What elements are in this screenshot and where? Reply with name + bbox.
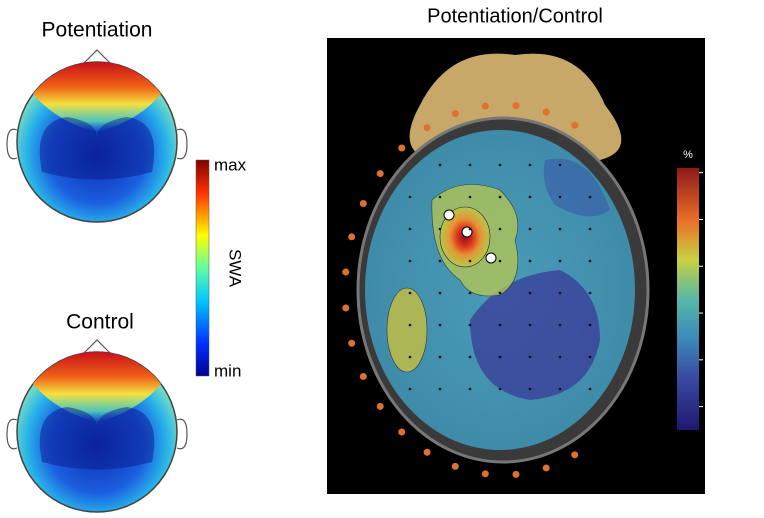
sensor bbox=[409, 388, 412, 391]
sensor bbox=[409, 228, 412, 231]
electrode bbox=[398, 429, 405, 436]
colorbar-min: min bbox=[214, 361, 241, 380]
electrode bbox=[424, 124, 431, 131]
electrode bbox=[348, 233, 355, 240]
sensor bbox=[529, 196, 532, 199]
sensor bbox=[529, 388, 532, 391]
sensor bbox=[469, 196, 472, 199]
electrode bbox=[377, 403, 384, 410]
colorbar-label: Change in slow-wave activity bbox=[744, 181, 763, 400]
colorbar-max: max bbox=[214, 155, 247, 174]
sensor bbox=[469, 324, 472, 327]
panel-title: Control bbox=[66, 311, 134, 334]
sensor bbox=[469, 388, 472, 391]
sensor bbox=[439, 356, 442, 359]
panel-title: Potentiation/Control bbox=[427, 5, 603, 27]
electrode bbox=[342, 269, 349, 276]
sensor bbox=[529, 164, 532, 167]
sensor bbox=[559, 196, 562, 199]
electrode bbox=[571, 451, 578, 458]
sensor bbox=[529, 324, 532, 327]
sensor bbox=[409, 196, 412, 199]
sensor bbox=[559, 164, 562, 167]
sensor bbox=[409, 292, 412, 295]
sensor bbox=[529, 228, 532, 231]
sensor bbox=[469, 260, 472, 263]
sensor bbox=[589, 324, 592, 327]
colorbar-unit: % bbox=[683, 149, 693, 161]
electrode bbox=[398, 144, 405, 151]
sensor bbox=[499, 388, 502, 391]
sensor bbox=[469, 292, 472, 295]
sensor bbox=[499, 228, 502, 231]
electrode bbox=[543, 109, 550, 116]
electrode bbox=[452, 110, 459, 117]
sensor bbox=[409, 260, 412, 263]
sensor bbox=[499, 356, 502, 359]
sensor bbox=[589, 388, 592, 391]
sensor bbox=[559, 260, 562, 263]
sensor bbox=[499, 164, 502, 167]
electrode bbox=[377, 170, 384, 177]
sensor bbox=[439, 388, 442, 391]
electrode bbox=[360, 200, 367, 207]
sensor bbox=[439, 292, 442, 295]
sensor bbox=[559, 324, 562, 327]
sensor bbox=[559, 292, 562, 295]
electrode bbox=[482, 103, 489, 110]
electrode bbox=[512, 471, 519, 478]
colorbar-tick-label: +30 bbox=[708, 213, 727, 225]
sensor bbox=[589, 196, 592, 199]
electrode bbox=[482, 470, 489, 477]
sensor bbox=[499, 196, 502, 199]
sensor bbox=[559, 228, 562, 231]
sensor bbox=[499, 260, 502, 263]
sensor bbox=[499, 292, 502, 295]
colorbar-tick-label: +10 bbox=[708, 307, 727, 319]
sensor bbox=[529, 260, 532, 263]
sensor bbox=[409, 356, 412, 359]
sensor bbox=[589, 292, 592, 295]
electrode bbox=[512, 102, 519, 109]
sensor bbox=[559, 356, 562, 359]
topomap bbox=[7, 50, 187, 222]
colorbar-tick-label: +40 bbox=[708, 167, 727, 179]
sensor bbox=[439, 260, 442, 263]
topomap bbox=[7, 340, 187, 512]
electrode bbox=[424, 449, 431, 456]
electrode bbox=[348, 340, 355, 347]
electrode bbox=[342, 304, 349, 311]
sensor bbox=[559, 388, 562, 391]
colorbar-label: SWA bbox=[226, 249, 245, 288]
sensor bbox=[529, 292, 532, 295]
electrode bbox=[452, 463, 459, 470]
colorbar-tick-label: 0 bbox=[708, 354, 714, 366]
sensor bbox=[439, 164, 442, 167]
sensor bbox=[499, 324, 502, 327]
colorbar bbox=[196, 160, 209, 376]
sensor bbox=[589, 356, 592, 359]
electrode bbox=[543, 464, 550, 471]
sensor bbox=[529, 356, 532, 359]
sensor bbox=[439, 196, 442, 199]
colorbar-tick-label: +20 bbox=[708, 260, 727, 272]
sensor bbox=[469, 164, 472, 167]
sensor bbox=[589, 260, 592, 263]
colorbar-tick-label: -10 bbox=[708, 401, 724, 413]
sensor bbox=[469, 228, 472, 231]
sensor bbox=[409, 324, 412, 327]
sensor bbox=[469, 356, 472, 359]
figure: Potentiation Control max min SWA Potenti… bbox=[0, 0, 764, 513]
electrode bbox=[360, 373, 367, 380]
panel-title: Potentiation bbox=[42, 19, 153, 42]
sensor bbox=[439, 228, 442, 231]
colorbar bbox=[677, 168, 699, 430]
sensor bbox=[589, 228, 592, 231]
electrode bbox=[571, 122, 578, 129]
sensor bbox=[439, 324, 442, 327]
